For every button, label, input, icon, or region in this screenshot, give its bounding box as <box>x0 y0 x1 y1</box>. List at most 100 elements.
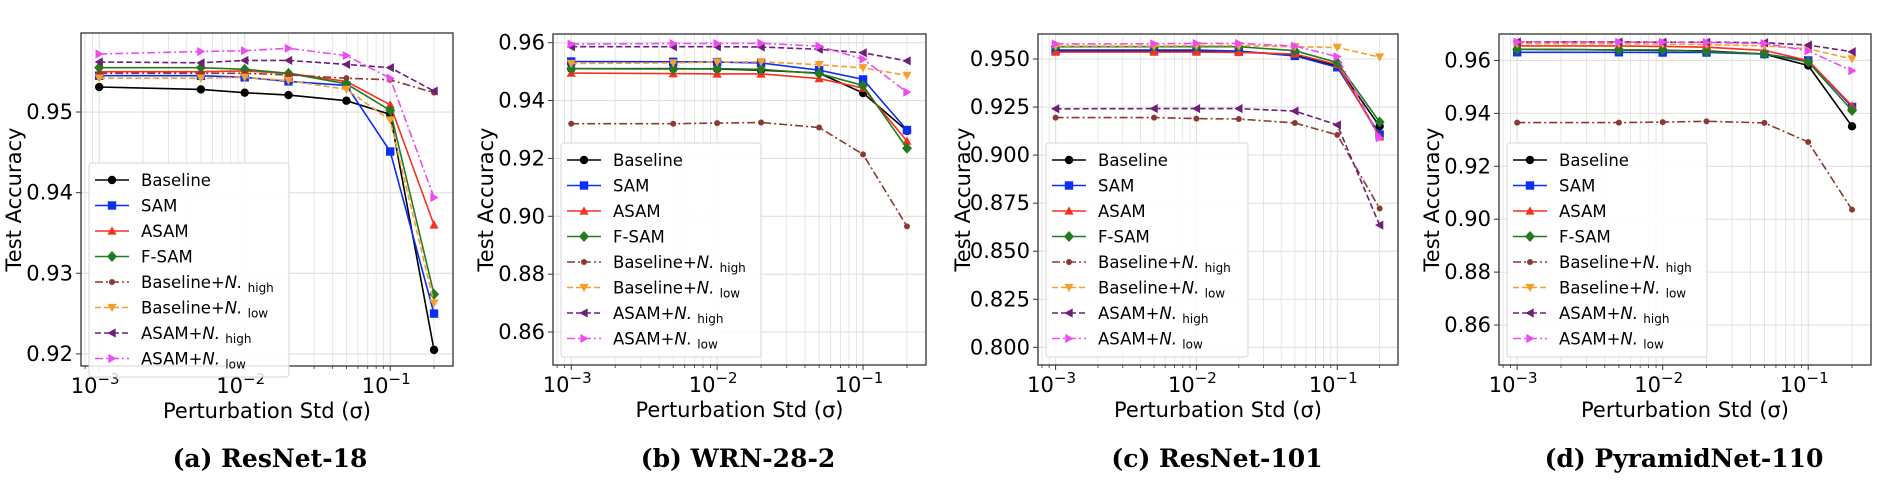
data-point <box>1151 114 1158 121</box>
data-point <box>902 136 912 145</box>
x-tick-label: 10−2 <box>1634 369 1683 397</box>
legend-marker <box>579 181 589 190</box>
series-f-sam <box>1512 43 1858 116</box>
legend-label: ASAM+N. high <box>141 324 251 346</box>
legend-marker <box>1525 231 1535 242</box>
data-point <box>567 39 576 49</box>
data-point <box>94 74 104 83</box>
data-point <box>1513 37 1522 47</box>
data-point <box>1332 120 1341 130</box>
caption-a: (a) ResNet-18 <box>173 444 368 473</box>
data-point <box>1659 37 1668 47</box>
legend-label: Baseline+N. high <box>1559 253 1692 275</box>
y-tick-label: 0.950 <box>970 47 1030 71</box>
subplot-a: 10−3 10−2 10−10.920.930.940.95Perturbation… <box>2 32 454 423</box>
legend-item: ASAM+N. high <box>567 304 723 326</box>
legend-marker <box>579 155 589 165</box>
legend: Baseline SAM ASAM F-SAM Baseline+N. high Base… <box>560 142 762 358</box>
legend-marker <box>108 353 117 364</box>
series-group <box>566 38 912 230</box>
legend-label: ASAM+N. high <box>1559 304 1669 326</box>
data-point <box>756 58 766 67</box>
legend-marker <box>580 333 589 344</box>
data-point <box>1192 38 1202 49</box>
data-point <box>1375 53 1385 62</box>
data-point <box>385 63 394 73</box>
series-baseline-n-high <box>96 70 438 96</box>
data-point <box>284 90 293 100</box>
y-tick-label: 0.92 <box>498 146 545 170</box>
legend-marker <box>107 303 117 313</box>
data-point <box>1803 56 1814 68</box>
legend-marker <box>107 201 117 210</box>
data-point <box>1291 119 1298 126</box>
legend-marker <box>1064 283 1074 293</box>
legend-marker <box>1525 206 1535 215</box>
legend-box <box>1045 142 1249 358</box>
legend-item: ASAM+N. high <box>1052 304 1208 326</box>
legend-item: ASAM <box>1513 202 1607 221</box>
legend-item: SAM <box>1513 177 1595 196</box>
data-point <box>240 88 249 97</box>
data-point <box>1050 104 1060 114</box>
y-tick-label: 0.90 <box>498 204 545 228</box>
legend-item: Baseline <box>95 171 211 190</box>
legend-item: Baseline+N. high <box>1052 253 1231 275</box>
data-point <box>1512 43 1523 55</box>
y-axis-label: Test Accuracy <box>951 128 975 273</box>
data-point <box>385 104 396 116</box>
series-sam <box>1512 48 1857 112</box>
series-asam-n-high <box>1050 103 1384 230</box>
data-point <box>429 86 438 96</box>
data-point <box>342 96 351 105</box>
legend-marker <box>107 226 117 235</box>
y-tick-label: 0.925 <box>970 95 1030 119</box>
data-point <box>757 38 766 48</box>
legend-marker <box>1065 333 1074 344</box>
legend-item: SAM <box>1052 177 1134 196</box>
data-point <box>1191 103 1201 114</box>
data-point <box>284 43 294 53</box>
legend-marker <box>579 308 588 318</box>
data-point <box>903 223 910 230</box>
data-point <box>1514 119 1521 126</box>
series-f-sam <box>566 63 912 154</box>
y-tick-label: 0.800 <box>970 335 1030 359</box>
legend-label: Baseline+N. low <box>1559 279 1686 301</box>
legend-marker <box>1064 308 1073 318</box>
data-point <box>240 73 250 82</box>
axes-frame <box>552 33 927 366</box>
legend-label: Baseline <box>141 171 211 190</box>
data-point <box>1847 122 1857 131</box>
data-point <box>859 54 868 64</box>
legend-label: SAM <box>1559 177 1595 196</box>
legend-label: Baseline <box>1559 151 1629 170</box>
legend-label: ASAM+N. low <box>1559 330 1664 352</box>
data-point <box>903 87 912 97</box>
data-point <box>94 82 104 92</box>
data-point <box>95 49 104 59</box>
legend-marker <box>579 283 589 293</box>
data-point <box>386 73 395 83</box>
x-tick-label: 10−2 <box>689 369 738 397</box>
data-point <box>1334 131 1341 138</box>
data-point <box>668 63 679 75</box>
series-baseline <box>567 64 912 136</box>
caption-d: (d) PyramidNet-110 <box>1545 444 1824 473</box>
legend-label: Baseline <box>1098 151 1168 170</box>
y-tick-label: 0.92 <box>1444 154 1491 178</box>
x-axis-label: Perturbation Std (σ) <box>1114 398 1322 422</box>
data-point <box>712 58 722 67</box>
data-point <box>1291 41 1300 51</box>
data-point <box>1848 66 1857 76</box>
legend: Baseline SAM ASAM F-SAM Baseline+N. high Base… <box>1506 142 1708 358</box>
y-tick-label: 0.94 <box>26 181 73 205</box>
legend-item: Baseline <box>567 151 683 170</box>
legend-marker <box>1064 206 1074 215</box>
x-tick-label: 10−2 <box>1168 369 1217 397</box>
legend-item: ASAM <box>1052 202 1146 221</box>
series-baseline-n-high <box>1052 114 1383 212</box>
legend-label: ASAM <box>141 222 189 241</box>
data-point <box>197 46 206 57</box>
legend-label: ASAM <box>613 202 661 221</box>
